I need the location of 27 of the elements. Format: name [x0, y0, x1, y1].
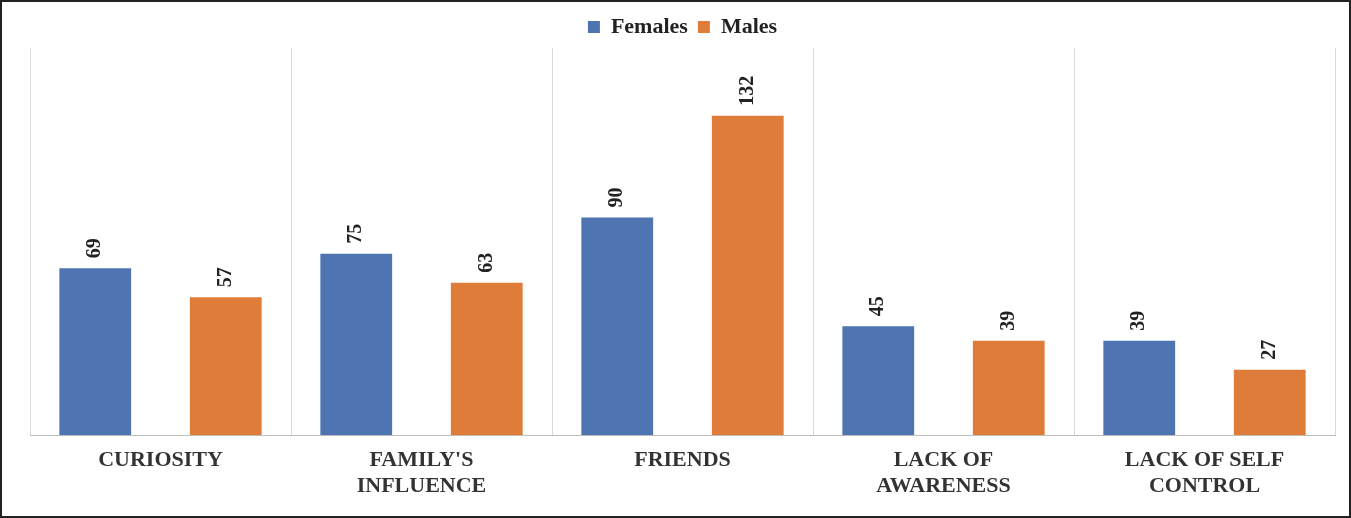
bar — [581, 217, 654, 436]
data-label: 90 — [604, 187, 627, 208]
data-label: 39 — [995, 310, 1018, 331]
data-label: 63 — [473, 252, 496, 273]
data-label: 57 — [212, 267, 235, 288]
bar — [189, 297, 262, 436]
bar — [320, 253, 393, 436]
bar — [59, 268, 132, 436]
bar — [1233, 369, 1306, 436]
data-label: 69 — [82, 238, 105, 259]
legend-label: Females — [610, 12, 689, 38]
bar — [711, 115, 784, 436]
data-label: 45 — [865, 296, 888, 317]
bar — [842, 326, 915, 436]
x-tick-label: FRIENDS — [634, 446, 731, 472]
x-tick-label: LACK OF AWARENESS — [876, 446, 1011, 498]
data-label: 27 — [1256, 339, 1279, 360]
data-label: 132 — [734, 75, 757, 106]
data-label: 39 — [1126, 310, 1149, 331]
data-label: 75 — [343, 223, 366, 244]
bar — [972, 340, 1045, 436]
bar — [450, 282, 523, 436]
x-tick-label: FAMILY'S INFLUENCE — [356, 446, 487, 498]
x-tick-label: LACK OF SELF CONTROL — [1124, 446, 1285, 498]
x-tick-label: CURIOSITY — [98, 446, 223, 472]
legend-label: Males — [720, 12, 778, 38]
bar — [1103, 340, 1176, 436]
